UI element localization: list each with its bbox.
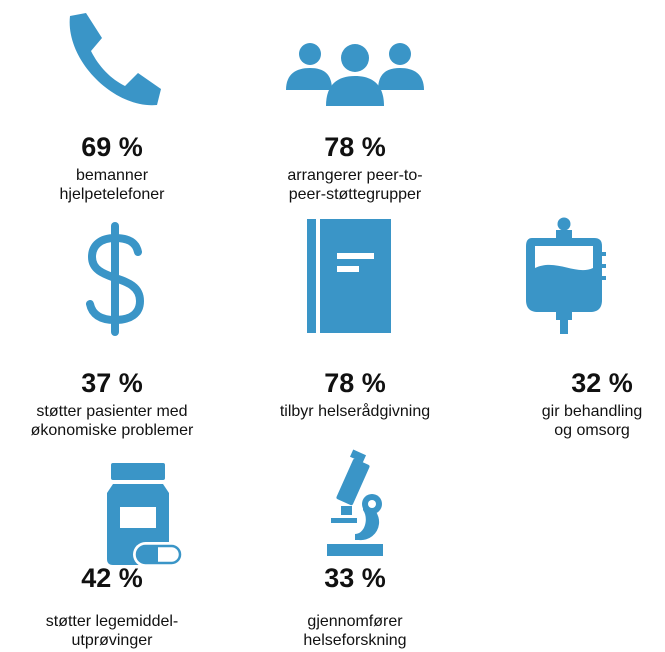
phone-icon [62, 12, 162, 108]
stat-percent: 78 % [324, 368, 386, 398]
stat-percent: 33 % [324, 563, 386, 593]
microscope-icon [319, 448, 389, 558]
stat-percent: 69 % [81, 132, 143, 162]
stat-percent: 37 % [81, 368, 143, 398]
stat-description: gjennomfører helseforskning [303, 613, 407, 649]
stat-percent: 42 % [81, 563, 143, 593]
stat-percent: 32 % [571, 368, 633, 398]
book-icon [307, 219, 391, 333]
dollar-icon [84, 222, 146, 336]
people-group-icon [286, 38, 424, 106]
stat-description: tilbyr helserådgivning [279, 403, 431, 420]
stat-percent: 78 % [324, 132, 386, 162]
stat-description: arrangerer peer-to- peer-støttegrupper [287, 167, 423, 203]
stat-description: bemanner hjelpetelefoner [59, 167, 165, 203]
stat-description: støtter pasienter med økonomiske problem… [30, 403, 194, 439]
iv-bag-icon [526, 216, 608, 334]
medicine-bottle-icon [107, 463, 187, 569]
stat-description: støtter legemiddel- utprøvinger [45, 613, 179, 649]
stat-description: gir behandling og omsorg [541, 403, 643, 439]
